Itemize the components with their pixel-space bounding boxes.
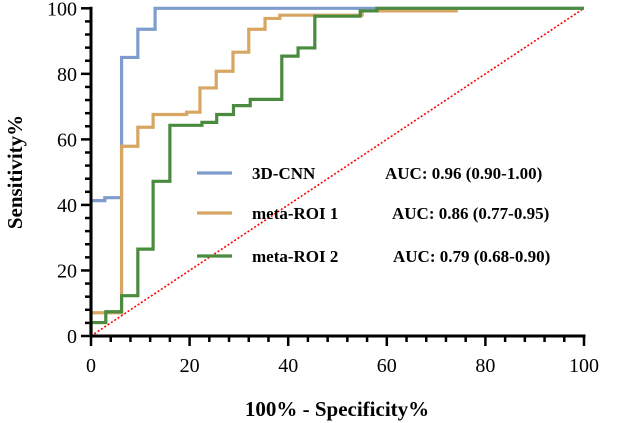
x-tick-label: 20 <box>180 355 200 377</box>
y-axis-label: Sensitivity% <box>3 115 27 229</box>
y-tick-label: 100 <box>47 0 77 20</box>
legend-auc: AUC: 0.86 (0.77-0.95) <box>392 204 549 223</box>
x-tick-label: 60 <box>377 355 397 377</box>
legend-item: meta-ROI 1 AUC: 0.86 (0.77-0.95) <box>197 204 549 223</box>
x-tick-label: 40 <box>278 355 298 377</box>
roc-curve-meta-roi-2 <box>89 6 584 336</box>
axis-ticks: 0 20 40 60 80 100 0 20 40 60 80 100 <box>47 0 599 377</box>
x-axis-label: 100% - Specificity% <box>245 397 429 421</box>
series-layer <box>89 6 585 337</box>
y-tick-label: 60 <box>57 129 77 151</box>
roc-curve-meta-roi-1 <box>89 9 458 336</box>
roc-curve-3d-cnn <box>89 6 584 336</box>
y-tick-label: 40 <box>57 195 77 217</box>
x-tick-label: 80 <box>475 355 495 377</box>
x-tick-label: 0 <box>86 355 96 377</box>
x-tick-label: 100 <box>569 355 599 377</box>
y-tick-label: 0 <box>67 326 77 348</box>
legend: 3D-CNN AUC: 0.96 (0.90-1.00) meta-ROI 1 AUC… <box>197 164 550 266</box>
legend-auc: AUC: 0.79 (0.68-0.90) <box>393 247 550 266</box>
y-tick-label: 20 <box>57 260 77 282</box>
legend-label: meta-ROI 2 <box>252 247 338 266</box>
legend-label: meta-ROI 1 <box>252 204 338 223</box>
reference-diagonal-line <box>90 7 585 337</box>
y-tick-label: 80 <box>57 64 77 86</box>
legend-item: meta-ROI 2 AUC: 0.79 (0.68-0.90) <box>197 247 550 266</box>
legend-item: 3D-CNN AUC: 0.96 (0.90-1.00) <box>197 164 542 183</box>
legend-label: 3D-CNN <box>252 164 316 183</box>
legend-auc: AUC: 0.96 (0.90-1.00) <box>385 164 542 183</box>
